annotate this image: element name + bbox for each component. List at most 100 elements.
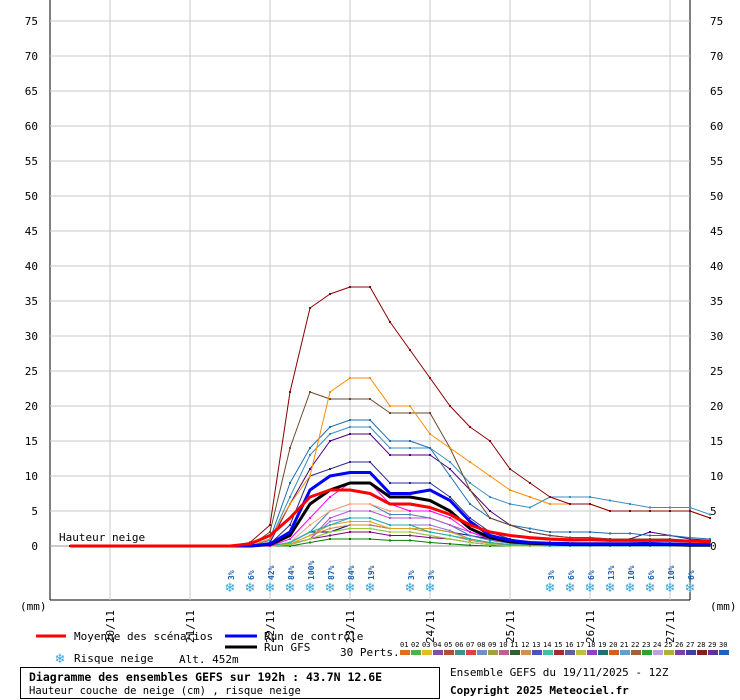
series-point	[649, 531, 651, 533]
snow-risk-label: 3%	[407, 570, 416, 580]
series-point	[429, 536, 431, 539]
series-point	[529, 544, 531, 547]
series-point	[609, 510, 611, 512]
series-point	[469, 482, 471, 484]
series-point	[349, 520, 351, 523]
snow-risk-label: 42%	[267, 565, 276, 580]
x-tick-label: 22/11	[264, 610, 277, 643]
pert-number: 23	[642, 641, 650, 649]
series-point	[709, 517, 711, 519]
y-tick-left: 20	[25, 400, 38, 413]
pert-swatch	[433, 650, 443, 655]
series-point	[509, 489, 511, 491]
series-point	[369, 377, 371, 379]
series-point	[389, 531, 391, 533]
chart-subtitle: Hauteur couche de neige (cm) , risque ne…	[29, 685, 301, 697]
series-point	[329, 440, 331, 442]
snowflake-icon: ❄	[645, 581, 656, 596]
series-point	[509, 503, 511, 505]
series-point	[609, 532, 611, 535]
snow-risk-label: 84%	[347, 565, 356, 580]
series-point	[389, 447, 391, 449]
pert-number: 13	[532, 641, 540, 649]
pert-swatch	[411, 650, 421, 655]
series-point	[609, 499, 611, 502]
series-point	[489, 517, 491, 519]
series-point	[509, 524, 511, 526]
snow-risk-label: 84%	[287, 565, 296, 580]
series-point	[489, 440, 491, 442]
y-tick-left: 15	[25, 435, 38, 448]
pert-number: 01	[400, 641, 408, 649]
snowflake-icon: ❄	[345, 581, 356, 596]
x-date-labels: 20/11 21/11 22/11 23/11 24/11 25/11 26/11 27/11	[104, 610, 677, 643]
series-point	[589, 531, 591, 533]
pert-swatch	[400, 650, 410, 655]
snow-risk-label: 6%	[647, 570, 656, 580]
series-point	[289, 496, 291, 498]
pert-swatch	[609, 650, 619, 655]
series-point	[329, 293, 331, 295]
snowflake-icon: ❄	[225, 581, 236, 596]
pert-number: 14	[543, 641, 551, 649]
series-point	[489, 543, 491, 546]
series-point	[269, 531, 271, 533]
series-line	[70, 488, 711, 548]
series-point	[269, 538, 271, 540]
series-point	[289, 538, 291, 540]
snow-risk-label: 10%	[667, 565, 676, 580]
snowflake-icon: ❄	[565, 581, 576, 596]
series-point	[689, 536, 691, 539]
series-point	[309, 468, 311, 470]
series-point	[349, 510, 351, 512]
pert-swatch	[719, 650, 729, 655]
series-point	[469, 531, 471, 533]
pert-swatch	[697, 650, 707, 655]
series-point	[329, 433, 331, 435]
snowflake-icon: ❄	[665, 581, 676, 596]
series-point	[529, 506, 531, 509]
series-point	[289, 482, 291, 484]
pert-number: 04	[433, 641, 441, 649]
series-point	[409, 440, 411, 442]
series-point	[269, 539, 271, 542]
y-tick-left: 70	[25, 50, 38, 63]
pert-number: 24	[653, 641, 661, 649]
pert-swatch	[620, 650, 630, 655]
pert-swatch	[675, 650, 685, 655]
pert-number: 22	[631, 641, 639, 649]
pert-number: 20	[609, 641, 617, 649]
pert-number: 21	[620, 641, 628, 649]
x-tick-label: 26/11	[584, 610, 597, 643]
series-point	[449, 496, 451, 498]
snow-risk-label: 13%	[607, 565, 616, 580]
series-point	[409, 539, 411, 542]
pert-number: 15	[554, 641, 562, 649]
snowflake-icon: ❄	[545, 581, 556, 596]
pert-swatch	[510, 650, 520, 655]
series-point	[349, 426, 351, 428]
series-point	[349, 524, 351, 526]
pert-number: 11	[510, 641, 518, 649]
series-point	[549, 534, 551, 537]
series-point	[549, 496, 551, 498]
series-point	[369, 286, 371, 288]
snow-risk-label: 6%	[687, 570, 696, 580]
pert-number: 02	[411, 641, 419, 649]
series-point	[329, 468, 331, 470]
series-point	[329, 531, 331, 533]
series-point	[389, 513, 391, 516]
series-point	[409, 517, 411, 519]
snow-risk-label: 19%	[367, 565, 376, 580]
series-point	[429, 412, 431, 414]
series-point	[389, 524, 391, 526]
y-tick-right: 75	[710, 15, 723, 28]
series-point	[469, 461, 471, 463]
series-point	[529, 482, 531, 484]
series-point	[349, 461, 351, 463]
series-point	[309, 307, 311, 309]
pert-swatch	[576, 650, 586, 655]
series-point	[629, 510, 631, 512]
